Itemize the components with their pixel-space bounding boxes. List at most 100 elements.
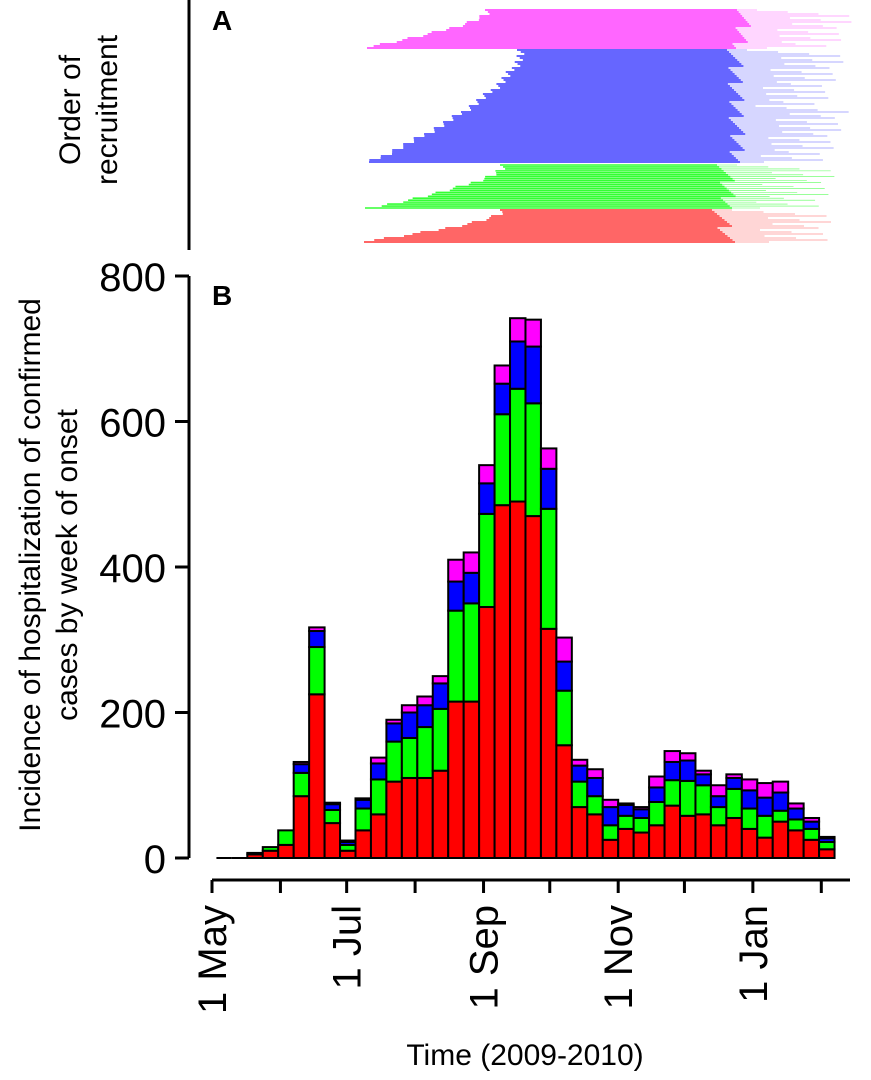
x-axis-label: Time (2009-2010) — [406, 1039, 643, 1072]
bar-segment — [385, 722, 403, 743]
bar-segment — [555, 744, 573, 859]
bar-segment — [570, 758, 589, 767]
bar-segment — [787, 802, 805, 810]
bar-segment — [524, 402, 542, 518]
bar-segment — [679, 759, 697, 782]
y-axis-label-line1: Incidence of hospitalization of confirme… — [14, 298, 47, 832]
bar-segment — [478, 482, 496, 515]
bar-segment — [462, 571, 481, 605]
bar-segment — [447, 580, 465, 612]
bar-segment — [570, 806, 589, 860]
bar-segment — [709, 824, 728, 860]
bar-segment — [601, 798, 620, 809]
bar-segment — [509, 340, 527, 390]
bar-segment — [462, 551, 481, 574]
bar-segment — [570, 764, 589, 783]
bar-segment — [493, 364, 512, 385]
bar-segment — [555, 689, 573, 747]
bar-segment — [447, 609, 465, 703]
bar-segment — [478, 512, 496, 609]
bar-segment — [663, 760, 682, 782]
bar-segment — [246, 851, 264, 856]
bar-segment — [709, 784, 728, 798]
bar-segment — [555, 660, 573, 692]
bar-segment — [679, 779, 697, 817]
bar-segment — [431, 675, 450, 685]
bar-segment — [354, 798, 372, 810]
bar-segment — [539, 627, 558, 860]
y-tick-label: 400 — [99, 547, 166, 591]
y-tick-label: 600 — [99, 402, 166, 446]
bar-segment — [493, 413, 512, 507]
bar-segment — [478, 464, 496, 485]
bar-segment — [632, 816, 651, 834]
bar-segment — [323, 808, 342, 825]
bar-segment — [416, 704, 434, 729]
bar-segment — [323, 822, 342, 860]
bar-segment — [400, 776, 419, 859]
bar-segment — [617, 803, 635, 817]
bar-segment — [292, 771, 311, 798]
bar-segment — [663, 779, 682, 807]
bar-segment — [787, 818, 805, 832]
x-tick-label: 1 May — [191, 905, 235, 1014]
bar-segment — [339, 839, 357, 843]
y-tick-label: 800 — [99, 256, 166, 300]
bar-segment — [756, 782, 774, 799]
panel-b-label: B — [212, 280, 232, 311]
bar-segment — [771, 820, 790, 859]
bar-segment — [586, 768, 604, 779]
x-axis-ticks: 1 May 1 Jul 1 Sep 1 Nov 1 Jan — [191, 880, 823, 1014]
bar-segment — [555, 636, 573, 663]
bar-segment — [354, 797, 372, 801]
bar-segment — [756, 796, 774, 817]
bar-segment — [385, 718, 403, 725]
bar-segment — [416, 726, 434, 779]
bar-segment — [462, 602, 481, 703]
bar-segment — [771, 780, 790, 794]
bar-segment — [756, 814, 774, 839]
bar-segment — [818, 840, 836, 851]
bar-segment — [617, 802, 635, 806]
bar-segment — [400, 711, 419, 739]
bar-segment — [617, 814, 635, 830]
bar-segment — [478, 606, 496, 860]
bar-segment — [462, 700, 481, 860]
bar-segment — [261, 846, 280, 852]
bar-segment — [632, 831, 651, 859]
bar-segment — [431, 682, 450, 710]
bar-segment — [323, 801, 342, 806]
bar-segment — [385, 780, 403, 859]
panel-a-label: A — [212, 5, 232, 36]
bar-segment — [787, 829, 805, 859]
bar-segment — [292, 760, 311, 766]
bar-segment — [493, 504, 512, 859]
bar-segment — [493, 382, 512, 416]
bar-segment — [416, 776, 434, 859]
bar-segment — [601, 838, 620, 859]
bar-segment — [369, 813, 388, 859]
bar-segment — [539, 467, 558, 510]
bar-segment — [308, 626, 326, 633]
bar-segment — [308, 630, 326, 649]
bar-segment — [802, 827, 821, 841]
bar-segment — [771, 791, 790, 812]
bar-segment — [694, 769, 712, 776]
bar-segment — [802, 838, 821, 859]
bar-segment — [261, 849, 280, 859]
bar-segment — [632, 806, 651, 811]
recruitment-lines — [364, 9, 852, 243]
bar-segment — [725, 773, 743, 779]
bar-segment — [679, 752, 697, 762]
panel-a: A Order of recruitment — [54, 0, 852, 250]
panel-b: B 0 200 400 600 800 1 May 1 Jul 1 Sep 1 Nov 1 Ja… — [14, 256, 850, 1072]
bar-segment — [740, 827, 759, 860]
bar-segment — [292, 795, 311, 859]
bar-segment — [740, 807, 759, 830]
stacked-bars — [216, 317, 836, 860]
bar-segment — [818, 848, 836, 860]
bar-segment — [277, 829, 295, 846]
y-axis-ticks: 0 200 400 600 800 — [99, 256, 189, 882]
bar-segment — [632, 808, 651, 819]
